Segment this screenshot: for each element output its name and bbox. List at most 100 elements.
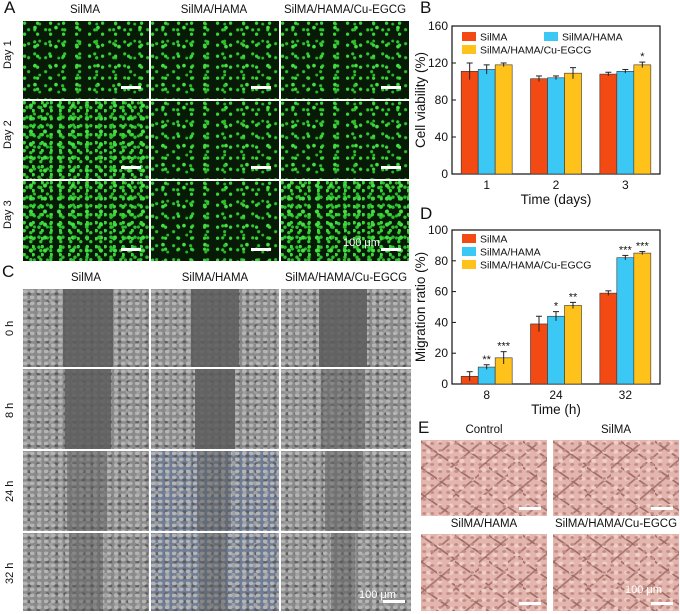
bar	[530, 323, 548, 385]
x-tick-label: 3	[622, 178, 629, 192]
fluorescence-image	[150, 100, 280, 180]
panel-a-row-label: Day 2	[2, 120, 14, 149]
phase-contrast-image	[280, 368, 412, 450]
scale-bar	[251, 86, 271, 89]
fluorescence-image: 100 μm	[280, 180, 410, 262]
legend-label: SilMA/HAMA	[562, 32, 623, 44]
bar	[494, 64, 513, 175]
fluorescence-image	[22, 100, 150, 180]
y-tick-label: 80	[435, 93, 449, 107]
fluorescence-image	[22, 20, 150, 100]
scratch-gap	[319, 289, 367, 367]
y-tick-label: 40	[435, 130, 449, 144]
x-tick-label: 2	[553, 178, 560, 192]
tube-formation-image	[420, 533, 548, 612]
phase-contrast-image	[22, 450, 150, 532]
phase-contrast-image: 100 μm	[280, 532, 412, 612]
phase-contrast-image	[150, 450, 280, 532]
scratch-gap	[65, 369, 111, 449]
significance-mark: ***	[636, 241, 650, 253]
panel-letter-e: E	[418, 418, 430, 437]
x-tick-label: 32	[619, 388, 633, 402]
y-tick-label: 60	[435, 285, 449, 299]
scale-bar	[651, 602, 673, 605]
scale-bar	[381, 248, 401, 251]
phase-contrast-image	[150, 368, 280, 450]
bar	[460, 71, 479, 175]
legend-swatch	[462, 260, 476, 269]
bar	[477, 366, 496, 385]
panel-a-row-label: Day 1	[2, 40, 14, 69]
legend-swatch	[544, 32, 558, 41]
significance-mark: **	[569, 291, 578, 303]
scale-bar	[383, 600, 405, 603]
scale-bar	[381, 86, 401, 89]
x-axis-label: Time (days)	[521, 192, 592, 207]
scale-bar	[251, 248, 271, 251]
fluorescence-image	[150, 180, 280, 262]
panel-letter-b: B	[420, 0, 432, 17]
legend-label: SilMA/HAMA/Cu-EGCG	[480, 260, 591, 272]
fluorescence-image	[280, 100, 410, 180]
panel-e-label: SilMA/HAMA	[450, 518, 518, 530]
panel-c-row-label: 8 h	[4, 402, 16, 418]
bar	[633, 252, 652, 385]
x-tick-label: 24	[549, 388, 563, 402]
bar	[547, 77, 565, 175]
fluorescence-image	[150, 20, 280, 100]
phase-contrast-image	[280, 288, 412, 368]
phase-contrast-image	[22, 368, 150, 450]
panel-e-label: Control	[465, 424, 503, 436]
phase-contrast-image	[22, 532, 150, 612]
y-tick-label: 100	[428, 223, 448, 237]
bar	[547, 315, 565, 385]
significance-mark: ***	[619, 244, 633, 256]
fluorescence-image	[22, 180, 150, 262]
scratch-gap	[69, 533, 103, 611]
panel-c-column-label: SilMA/HAMA/Cu-EGCG	[284, 272, 408, 284]
scratch-gap	[199, 533, 227, 611]
phase-contrast-image	[150, 532, 280, 612]
x-tick-label: 8	[483, 388, 490, 402]
panel-letter-d: D	[420, 204, 433, 223]
panel-letter-c: C	[2, 262, 15, 281]
y-tick-label: 20	[435, 346, 449, 360]
scale-bar	[121, 166, 141, 169]
scale-bar	[519, 602, 541, 605]
scale-bar	[251, 166, 271, 169]
scale-label: 100 μm	[625, 584, 662, 596]
panel-c-row-label: 24 h	[4, 480, 16, 502]
tube-formation-image	[552, 439, 680, 517]
tube-formation-image: 100 μm	[552, 533, 680, 612]
scale-label: 100 μm	[359, 589, 396, 601]
y-axis-label: Cell viability (%)	[413, 52, 428, 148]
significance-mark: **	[482, 354, 491, 366]
scale-bar	[121, 86, 141, 89]
significance-mark: *	[640, 51, 645, 63]
scratch-gap	[63, 289, 113, 367]
y-tick-label: 80	[435, 254, 449, 268]
bar	[599, 73, 618, 175]
panel-a-column-label: SilMA/HAMA/Cu-EGCG	[283, 4, 407, 16]
legend-label: SilMA	[480, 32, 507, 44]
panel-c-column-label: SilMA	[70, 272, 102, 284]
scratch-gap	[321, 369, 365, 449]
bar	[599, 292, 618, 385]
bar	[616, 71, 635, 175]
scale-bar	[381, 166, 401, 169]
legend-label: SilMA	[480, 234, 507, 246]
legend-label: SilMA/HAMA/Cu-EGCG	[480, 45, 591, 57]
phase-contrast-image	[280, 450, 412, 532]
panel-a-column-label: SilMA	[69, 4, 101, 16]
scratch-gap	[67, 451, 107, 531]
legend-swatch	[462, 32, 476, 41]
bar	[564, 72, 582, 175]
scratch-gap	[197, 451, 231, 531]
x-axis-label: Time (h)	[531, 402, 581, 417]
legend-swatch	[462, 45, 476, 54]
scratch-gap	[191, 289, 239, 367]
panel-a-row-label: Day 3	[2, 200, 14, 229]
tube-formation-image	[420, 439, 548, 517]
scratch-gap	[195, 369, 235, 449]
